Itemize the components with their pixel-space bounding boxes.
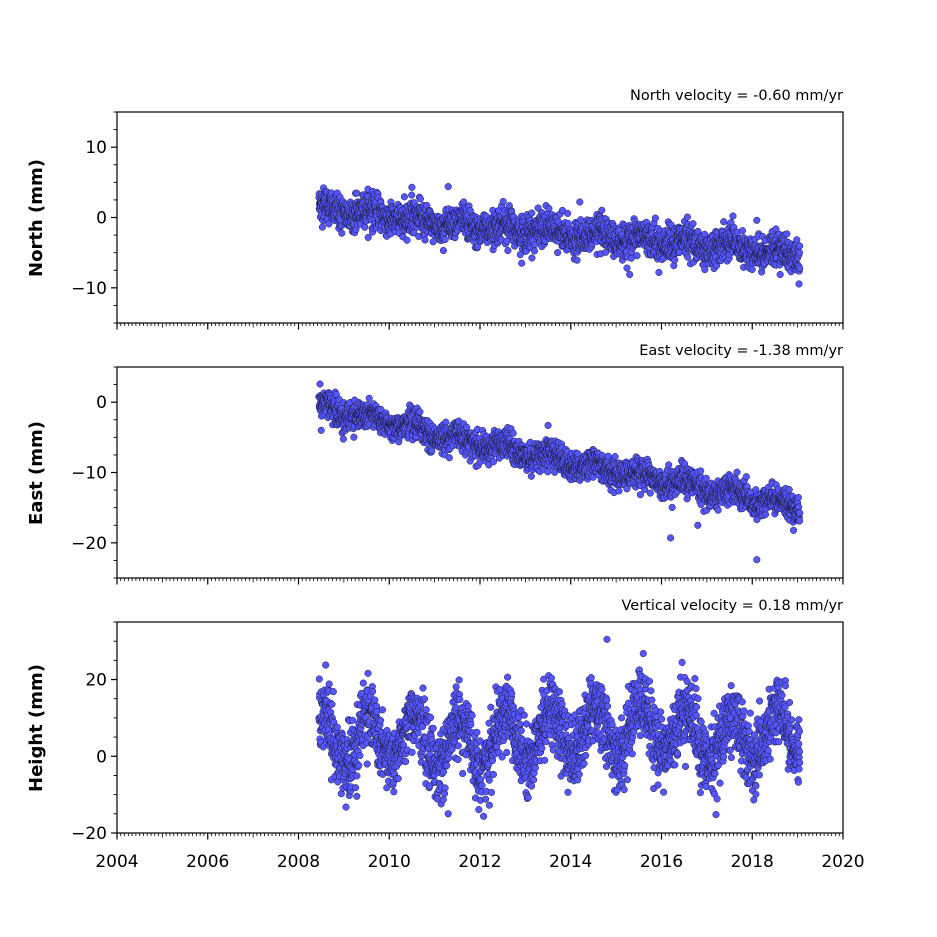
north-data-point: [408, 191, 416, 199]
north-data-point: [439, 246, 447, 255]
north-data-point: [684, 253, 692, 261]
east-panel: −20−100 East (mm) East velocity = -1.38 …: [26, 343, 844, 585]
north-data-point: [441, 235, 449, 244]
north-data-point: [499, 197, 507, 206]
east-data-point: [668, 503, 676, 511]
north-data-point: [738, 227, 747, 235]
north-data-point: [796, 242, 804, 250]
north-data-point: [795, 249, 804, 257]
east-data-point: [365, 394, 373, 402]
north-panel: −10 0 10 North (mm) North velocity = -0.60…: [26, 88, 844, 330]
north-data-point: [504, 247, 512, 255]
north-outlier-point: [408, 183, 416, 191]
north-data-point: [783, 230, 791, 238]
north-outlier-point: [626, 270, 634, 279]
north-outlier-point: [444, 183, 452, 191]
north-data-point: [671, 256, 679, 264]
north-data-point: [689, 220, 697, 228]
north-data-point: [503, 237, 511, 245]
north-data-point: [651, 214, 659, 222]
north-data-point: [748, 265, 756, 274]
north-velocity-label: North velocity = -0.60 mm/yr: [630, 88, 843, 104]
east-data-point: [339, 435, 347, 443]
east-data-point: [611, 453, 619, 461]
north-data-point: [623, 264, 631, 272]
north-data-point: [416, 195, 424, 203]
north-y-tick-label: −10: [71, 279, 107, 299]
north-data-point: [573, 256, 581, 264]
east-data-point: [527, 472, 535, 480]
north-data-point: [528, 209, 536, 217]
north-data-points: [315, 183, 804, 288]
north-y-tick-label: 10: [85, 138, 107, 158]
north-data-point: [403, 236, 411, 244]
east-data-point: [350, 433, 358, 441]
north-data-point: [429, 238, 437, 246]
north-data-point: [720, 218, 728, 226]
north-data-point: [796, 264, 804, 272]
east-data-point: [697, 467, 705, 475]
north-data-point: [338, 229, 346, 237]
east-data-point: [702, 474, 710, 482]
north-data-point: [528, 254, 536, 262]
north-data-point: [353, 189, 361, 197]
north-x-ticks: [116, 323, 844, 330]
north-data-point: [554, 249, 562, 257]
north-data-point: [655, 268, 663, 276]
north-data-point: [518, 259, 526, 267]
north-data-point: [683, 213, 691, 221]
north-data-point: [400, 193, 408, 201]
north-data-point: [598, 206, 606, 214]
north-data-point: [361, 223, 369, 231]
east-data-points: [315, 380, 804, 564]
east-data-point: [646, 489, 654, 497]
east-data-point: [489, 458, 497, 466]
north-data-point: [364, 233, 372, 242]
north-data-point: [325, 220, 333, 228]
north-y-ticks: −10 0 10: [71, 111, 117, 324]
north-outlier-point: [753, 216, 761, 224]
north-data-point: [729, 212, 737, 220]
east-data-point: [733, 468, 741, 476]
east-data-point: [445, 454, 453, 462]
north-outlier-point: [576, 198, 584, 206]
east-data-point: [509, 429, 517, 437]
north-data-point: [577, 216, 585, 224]
east-data-point: [714, 506, 722, 514]
east-data-point: [316, 380, 324, 388]
east-data-point: [463, 423, 471, 431]
east-data-point: [615, 487, 623, 495]
east-data-point: [665, 461, 673, 469]
north-data-point: [795, 280, 803, 288]
north-y-tick-label: 0: [96, 209, 107, 229]
north-data-point: [318, 223, 326, 231]
north-data-point: [421, 236, 429, 244]
east-data-point: [416, 408, 424, 416]
north-data-point: [564, 209, 572, 217]
north-data-point: [633, 252, 641, 260]
north-y-axis-label: North (mm): [26, 159, 47, 277]
east-data-point: [742, 473, 750, 481]
north-data-point: [776, 270, 784, 279]
north-data-point: [793, 236, 801, 244]
north-data-point: [701, 266, 709, 274]
north-data-point: [545, 204, 553, 213]
north-data-point: [530, 247, 539, 255]
